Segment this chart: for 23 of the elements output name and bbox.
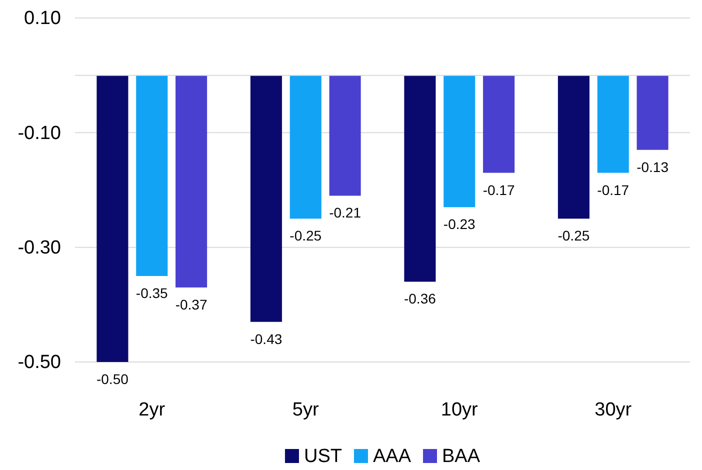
data-label: -0.37 [175, 296, 208, 312]
data-label: -0.23 [443, 216, 476, 232]
y-tick-label: -0.50 [18, 352, 61, 374]
legend-label: BAA [442, 446, 480, 467]
data-label: -0.50 [96, 371, 129, 387]
data-label: -0.17 [597, 182, 630, 198]
data-label: -0.36 [404, 290, 436, 307]
data-label: -0.17 [482, 182, 515, 198]
y-tick-label: -0.30 [18, 237, 61, 258]
data-label: -0.21 [329, 204, 362, 221]
data-label: -0.13 [636, 158, 669, 175]
data-label: -0.43 [250, 330, 282, 347]
x-tick-label: 10yr [440, 399, 479, 420]
x-tick-label: 30yr [594, 399, 632, 420]
legend-label: UST [304, 446, 342, 467]
data-label: -0.25 [558, 228, 590, 244]
data-label: -0.25 [290, 228, 322, 244]
y-tick-label: -0.10 [18, 122, 61, 144]
legend-label: AAA [372, 446, 412, 467]
y-tick-label: 0.10 [24, 8, 61, 30]
x-tick-label: 2yr [138, 399, 166, 420]
x-tick-label: 5yr [292, 399, 320, 420]
data-label: -0.35 [136, 285, 168, 301]
